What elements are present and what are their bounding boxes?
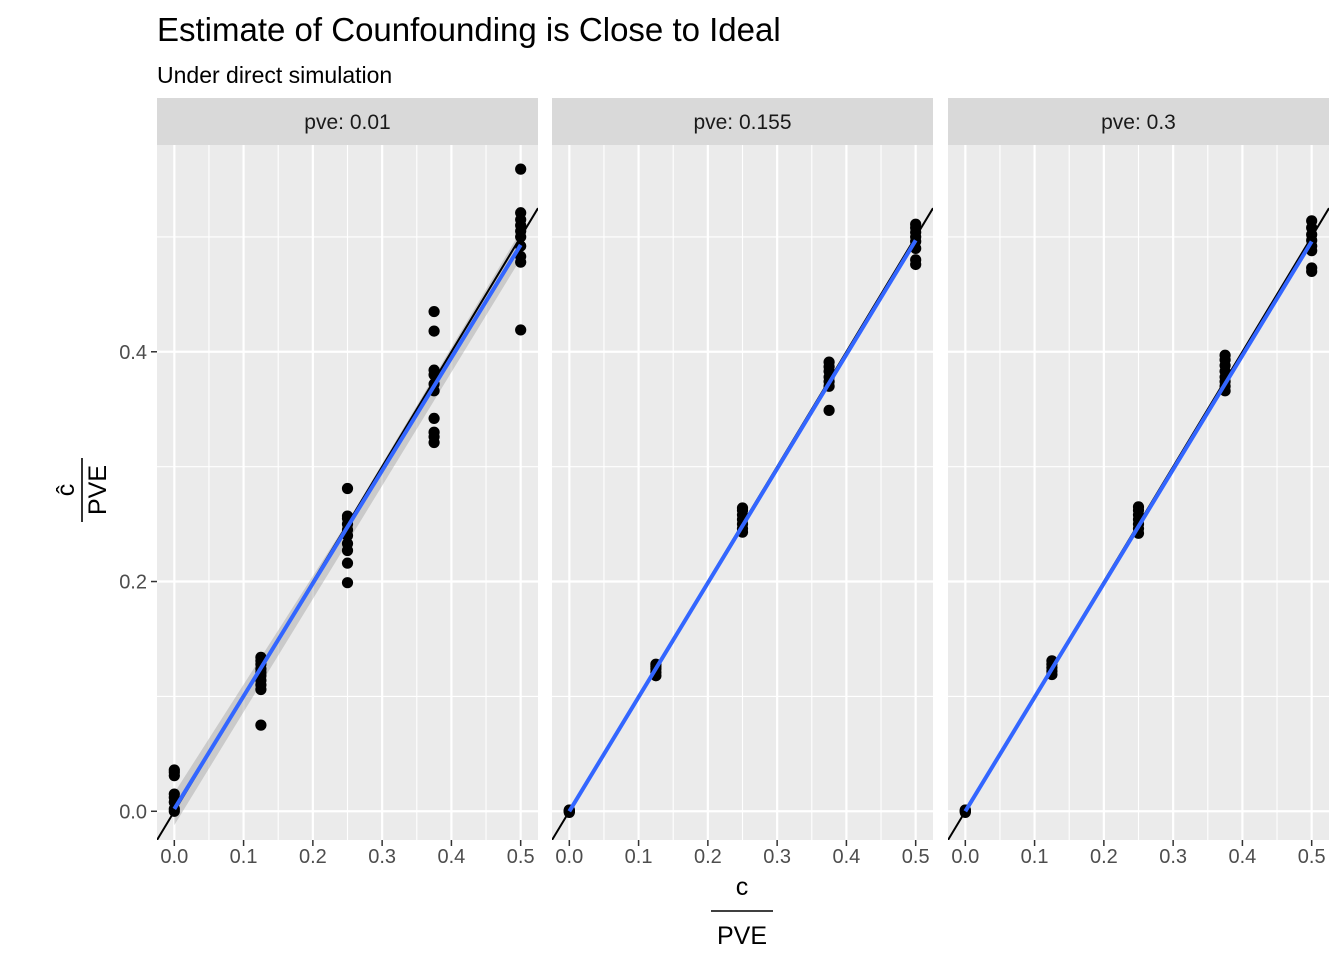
x-axis-title-numerator: c [736, 873, 749, 901]
y-axis-title-denominator: PVE [84, 465, 112, 515]
data-point [823, 404, 835, 416]
data-point [515, 207, 527, 219]
x-tick-label: 0.4 [833, 846, 861, 868]
chart-subtitle: Under direct simulation [157, 62, 392, 88]
data-point [428, 305, 440, 318]
data-point [515, 250, 527, 263]
x-tick-label: 0.3 [763, 846, 791, 868]
x-tick-label: 0.4 [1229, 846, 1257, 868]
data-point [341, 577, 354, 589]
plot-area [552, 207, 933, 840]
x-tick-label: 0.3 [1159, 846, 1187, 868]
facet-strip-label: pve: 0.3 [1101, 111, 1176, 134]
x-tick-label: 0.2 [694, 846, 722, 868]
data-point [1306, 215, 1318, 227]
facet-panel: pve: 0.01 0.0 0.1 0.2 0.3 0.4 0.5 [157, 98, 538, 868]
plot-area [948, 207, 1329, 840]
data-point [168, 764, 180, 776]
chart-title: Estimate of Counfounding is Close to Ide… [157, 11, 781, 48]
data-point [1306, 262, 1318, 274]
facet-strip [552, 98, 933, 145]
data-point [515, 163, 527, 175]
data-point [428, 412, 440, 425]
x-tick-label: 0.2 [1090, 846, 1118, 868]
data-point [341, 557, 354, 569]
x-axis-title: c PVE [711, 873, 773, 950]
x-tick-label: 0.2 [299, 846, 327, 868]
data-point [910, 218, 922, 230]
x-tick-label: 0.4 [438, 846, 466, 868]
y-axis: 0.0 0.2 0.4 [119, 342, 157, 823]
data-point [341, 538, 354, 550]
y-axis-title-numerator: ĉ [52, 484, 80, 497]
data-point [823, 356, 835, 368]
x-tick-label: 0.0 [951, 846, 979, 868]
data-point [168, 788, 180, 800]
x-tick-label: 0.1 [1021, 846, 1049, 868]
facet-strip-label: pve: 0.155 [693, 111, 791, 134]
x-tick-label: 0.3 [368, 846, 396, 868]
y-axis-title: ĉ PVE [52, 458, 112, 522]
data-point [341, 482, 354, 495]
x-tick-label: 0.0 [160, 846, 188, 868]
data-point [428, 325, 440, 337]
facet-panel: pve: 0.155 0.0 0.1 0.2 0.3 0.4 0.5 [552, 98, 933, 868]
data-point [736, 502, 749, 514]
y-tick-label: 0.2 [119, 572, 147, 594]
data-point [1132, 501, 1145, 513]
facet-strip [157, 98, 538, 145]
x-axis-title-denominator: PVE [717, 922, 767, 950]
y-tick-label: 0.0 [119, 801, 147, 823]
data-point [1219, 349, 1231, 361]
data-point [255, 719, 267, 731]
panels-group: pve: 0.01 0.0 0.1 0.2 0.3 0.4 0.5 pve: 0.155 0.0… [157, 98, 1329, 868]
y-tick-label: 0.4 [119, 342, 147, 364]
x-tick-label: 0.5 [902, 846, 930, 868]
x-tick-label: 0.5 [507, 846, 535, 868]
facet-strip-label: pve: 0.01 [304, 111, 390, 134]
plot-area [157, 163, 538, 840]
fit-line [567, 239, 918, 813]
data-point [515, 324, 527, 336]
facet-strip [948, 98, 1329, 145]
x-tick-label: 0.1 [230, 846, 258, 868]
fit-line [963, 240, 1314, 813]
x-tick-label: 0.5 [1298, 846, 1326, 868]
fit-line [172, 243, 523, 811]
x-tick-label: 0.1 [625, 846, 653, 868]
x-tick-label: 0.0 [555, 846, 583, 868]
data-point [428, 426, 440, 438]
data-point [910, 254, 922, 266]
data-point [428, 364, 440, 376]
facet-panel: pve: 0.3 0.0 0.1 0.2 0.3 0.4 0.5 [948, 98, 1329, 868]
